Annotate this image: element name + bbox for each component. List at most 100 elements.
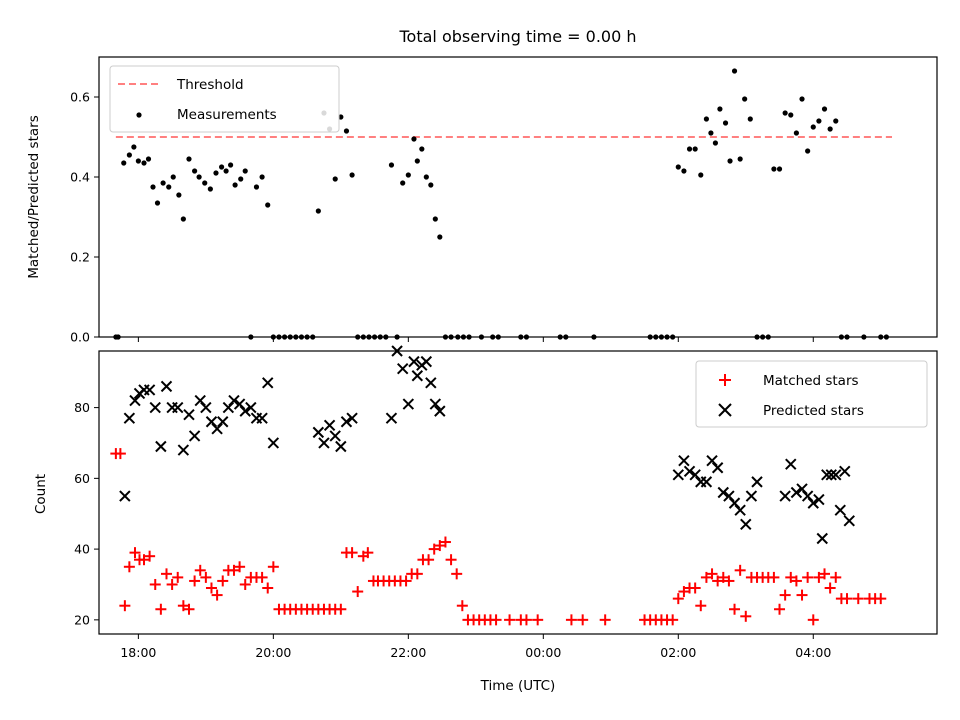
matched-star-marker [183,603,195,615]
measurement-point [821,106,828,112]
matched-star-marker [819,568,831,580]
measurement-point [799,96,805,102]
measurement-point [121,160,127,166]
top-y-ticks: 0.0 0.2 0.4 0.6 [70,90,99,345]
count-panel: Count Time (UTC) 20 40 60 80 18:00 20:00 22:0… [33,345,938,694]
measurement-point [692,146,698,152]
top-y-axis-label: Matched/Predicted stars [26,115,42,278]
matched-star-marker [400,575,412,587]
matched-star-marker [700,571,712,583]
matched-star-marker [577,614,589,626]
matched-star-marker [262,582,274,594]
matched-star-marker [695,600,707,612]
measurement-point [731,68,738,74]
measurement-point [747,116,753,122]
legend-matched-label: Matched stars [763,373,859,389]
predicted-star-marker [678,454,690,467]
matched-star-marker [205,582,217,594]
matched-star-marker [434,540,446,552]
predicted-star-marker [123,412,136,424]
measurement-point [196,174,202,180]
measurement-point [160,180,166,186]
measurement-point [213,170,219,176]
measurement-point [717,106,723,112]
predicted-stars-points [119,345,855,545]
measurement-point [686,146,693,152]
measurement-point [238,176,244,182]
bottom-x-tick-label: 04:00 [795,645,831,660]
top-y-tick-label: 0.4 [70,170,90,185]
measurement-point [708,130,714,136]
matched-star-marker [723,575,735,587]
measurement-point [722,120,729,126]
legend-threshold-label: Threshold [176,77,244,93]
measurement-point [827,126,833,132]
matched-star-marker [123,561,135,573]
predicted-star-marker [740,518,752,531]
predicted-star-marker [723,490,735,502]
predicted-star-marker [177,444,190,456]
matched-star-marker [177,600,189,612]
matched-star-marker [352,586,364,598]
bottom-x-tick-label: 18:00 [120,645,156,660]
matched-star-marker [239,578,251,590]
predicted-star-marker [143,384,156,396]
bottom-x-ticks: 18:00 20:00 22:00 00:00 02:00 04:00 [120,634,831,660]
matched-star-marker [712,575,724,587]
measurement-point [414,158,420,164]
predicted-star-marker [745,490,758,502]
matched-star-marker [155,603,167,615]
predicted-star-marker [779,490,791,502]
predicted-star-marker [821,469,833,481]
measurement-point [388,162,395,168]
matched-star-marker [774,603,786,615]
top-y-tick-label: 0.2 [70,250,90,265]
predicted-star-marker [256,412,268,424]
matched-star-marker [234,561,246,573]
matched-star-marker [211,589,223,601]
matched-star-marker [267,561,279,573]
measurement-point [192,168,198,174]
matched-star-marker [565,614,577,626]
measurement-point [176,192,182,198]
measurement-point [219,164,225,170]
legend-predicted-label: Predicted stars [763,403,864,419]
bottom-y-tick-label: 60 [74,471,90,486]
matched-star-marker [172,571,184,583]
predicted-star-marker [717,486,729,499]
predicted-star-marker [200,401,212,414]
measurement-point [698,172,704,178]
measurement-point [816,118,822,124]
predicted-star-marker [149,401,161,414]
predicted-star-marker [340,416,353,428]
predicted-star-marker [129,394,141,407]
matched-star-marker [144,550,156,562]
predicted-star-marker [429,398,442,410]
measurement-point [405,172,411,178]
measurement-point [805,148,811,154]
matched-star-marker [717,571,729,583]
measurement-point [207,186,213,192]
matched-star-marker [346,547,358,559]
measurement-point [742,96,748,102]
predicted-star-marker [188,430,201,442]
matched-star-marker [790,575,802,587]
predicted-star-marker [834,504,846,516]
predicted-star-marker [262,377,274,389]
measurement-point [180,216,186,222]
predicted-star-marker [728,497,741,509]
predicted-star-marker [318,437,330,449]
predicted-star-marker [396,362,409,375]
measurement-point [411,136,417,142]
bottom-y-tick-label: 20 [74,612,90,627]
predicted-star-marker [672,469,684,481]
predicted-star-marker [233,398,246,410]
matched-star-marker [194,564,206,576]
predicted-star-marker [329,430,341,442]
matched-star-marker [200,571,212,583]
bottom-x-tick-label: 00:00 [525,645,561,660]
matched-star-marker [802,571,814,583]
measurement-point [145,156,152,162]
matched-star-marker [335,603,347,615]
